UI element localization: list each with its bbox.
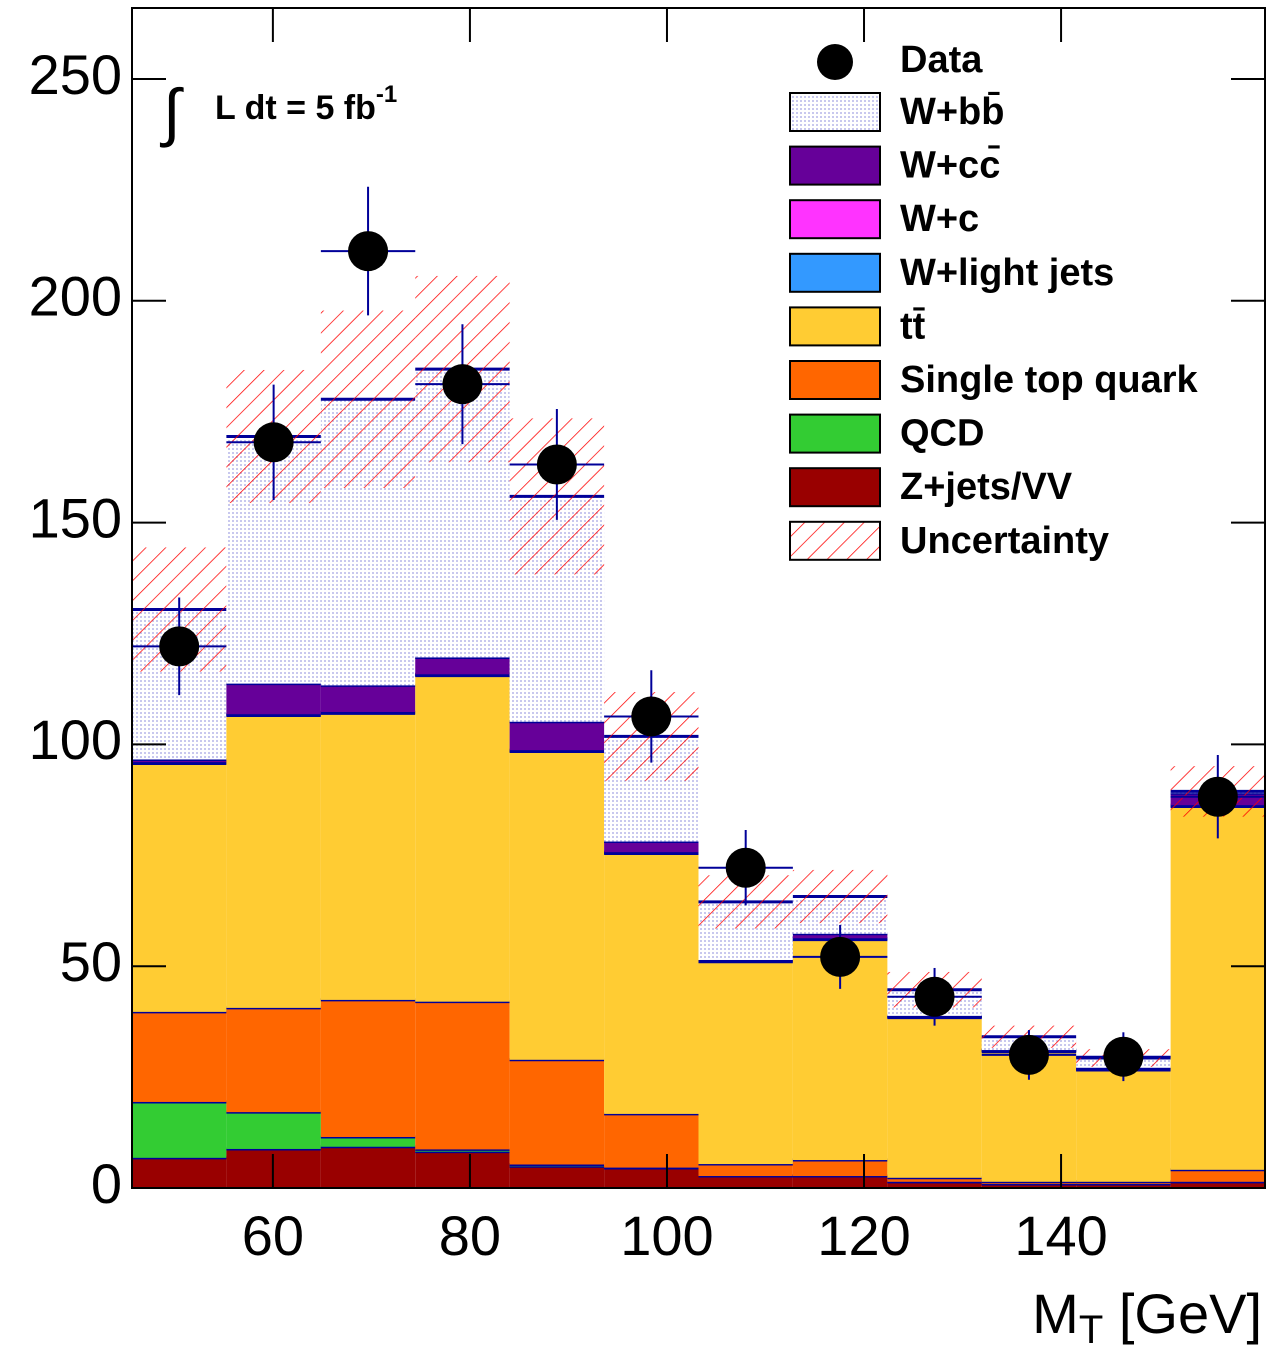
histogram-bar — [1170, 806, 1265, 1170]
histogram-bar — [698, 1176, 793, 1188]
x-title-sub: T — [1079, 1308, 1103, 1352]
x-tick-label: 80 — [439, 1204, 501, 1267]
histogram-bar — [132, 1101, 227, 1158]
x-tick-label: 100 — [620, 1204, 713, 1267]
x-title-unit: [GeV] — [1103, 1282, 1262, 1345]
histogram-bar — [226, 1007, 321, 1113]
annotation: ∫ L dt = 5 fb-1 — [159, 76, 397, 148]
histogram-bar — [604, 1113, 699, 1168]
histogram-bar — [1076, 1184, 1171, 1188]
histogram-bar — [604, 853, 699, 1114]
legend-swatch — [789, 360, 881, 400]
histogram-bar — [792, 1176, 888, 1188]
legend-label: W+light jets — [900, 252, 1114, 294]
histogram-bar — [509, 721, 605, 751]
x-tick-label: 60 — [242, 1204, 304, 1267]
y-tick-label: 150 — [29, 486, 122, 549]
legend-label: W+bb̄ — [900, 91, 1004, 133]
x-axis-title: MT [GeV] — [1032, 1282, 1262, 1352]
histogram-bar — [509, 751, 605, 1060]
histogram-bar — [509, 1166, 605, 1188]
legend-swatch — [789, 467, 881, 508]
histogram-bar — [887, 1181, 982, 1188]
y-tick-label: 50 — [60, 930, 122, 993]
histogram-bar — [887, 1017, 982, 1178]
histogram-bar — [698, 961, 793, 1165]
histogram-bar — [698, 1164, 793, 1177]
axes: 0 50 100 150 200 250 60 80 100 120 140 — [29, 8, 1265, 1267]
plot-area — [132, 186, 1265, 1188]
histogram-bar — [320, 1136, 416, 1147]
histogram-bar — [320, 1146, 416, 1188]
histogram-bar — [604, 841, 699, 853]
legend-swatch — [789, 199, 881, 240]
data-point — [914, 976, 955, 1017]
histogram-bar — [792, 1160, 888, 1177]
data-point — [442, 364, 483, 405]
legend-label: tt̄ — [900, 305, 926, 347]
histogram-bar — [226, 1112, 321, 1149]
legend-swatch — [789, 413, 881, 454]
plot-frame — [131, 7, 1266, 1189]
legend-label: Single top quark — [900, 359, 1199, 401]
data-point — [1103, 1036, 1144, 1077]
histogram-bar — [1170, 1169, 1265, 1182]
histogram-bar — [320, 685, 416, 713]
legend-swatch — [789, 306, 881, 347]
legend-swatch — [789, 252, 881, 293]
x-tick-label: 120 — [817, 1204, 910, 1267]
data-point — [253, 422, 294, 463]
histogram-bar — [132, 1157, 227, 1188]
integral-sign: ∫ — [159, 76, 184, 148]
histogram-bar — [981, 1184, 1077, 1188]
histogram-bar — [509, 1059, 605, 1165]
data-point — [631, 696, 672, 737]
x-tick-label: 140 — [1014, 1204, 1107, 1267]
legend-label: Data — [900, 39, 983, 81]
data-point — [725, 847, 766, 888]
legend-swatch — [789, 520, 881, 561]
uncertainty-band — [320, 310, 416, 488]
histogram-bar — [415, 1151, 510, 1188]
annotation-text: L dt = 5 fb-1 — [215, 81, 397, 127]
annotation-sup: -1 — [376, 81, 397, 108]
legend-label: Uncertainty — [900, 520, 1109, 562]
uncertainty-band — [792, 869, 888, 924]
legend: Data W+bb̄ W+cc̄ W+c W+light jets tt̄ Single t… — [789, 39, 1199, 562]
histogram-bar — [415, 657, 510, 675]
histogram-bar — [226, 683, 321, 715]
data-point — [348, 231, 389, 272]
histogram-bar — [415, 1001, 510, 1150]
histogram-bar — [226, 715, 321, 1008]
histogram-bar — [604, 1168, 699, 1188]
y-tick-label: 0 — [91, 1152, 122, 1215]
legend-label: W+cc̄ — [900, 144, 1000, 186]
y-tick-label: 200 — [29, 265, 122, 328]
histogram-bar — [887, 1177, 982, 1182]
y-tick-label: 250 — [29, 43, 122, 106]
legend-label: QCD — [900, 413, 984, 455]
histogram-bar — [415, 675, 510, 1002]
annotation-main: L dt = 5 fb — [215, 89, 376, 127]
data-point — [1008, 1034, 1049, 1075]
legend-label: Z+jets/VV — [900, 466, 1073, 508]
y-tick-label: 100 — [29, 708, 122, 771]
histogram-bar — [1170, 1181, 1265, 1188]
histogram-bar — [320, 713, 416, 1000]
legend-label: W+c — [900, 198, 979, 240]
legend-swatch — [789, 92, 881, 132]
histogram-bar — [132, 1011, 227, 1102]
data-point — [1197, 776, 1238, 817]
histogram-bar — [320, 999, 416, 1137]
histogram-bar — [1076, 1070, 1171, 1182]
data-point — [820, 936, 861, 977]
legend-swatch — [789, 145, 881, 186]
data-point — [536, 444, 577, 485]
legend-marker — [817, 44, 853, 80]
histogram-bar — [132, 763, 227, 1012]
x-title-main: M — [1032, 1282, 1079, 1345]
data-point — [159, 626, 200, 667]
